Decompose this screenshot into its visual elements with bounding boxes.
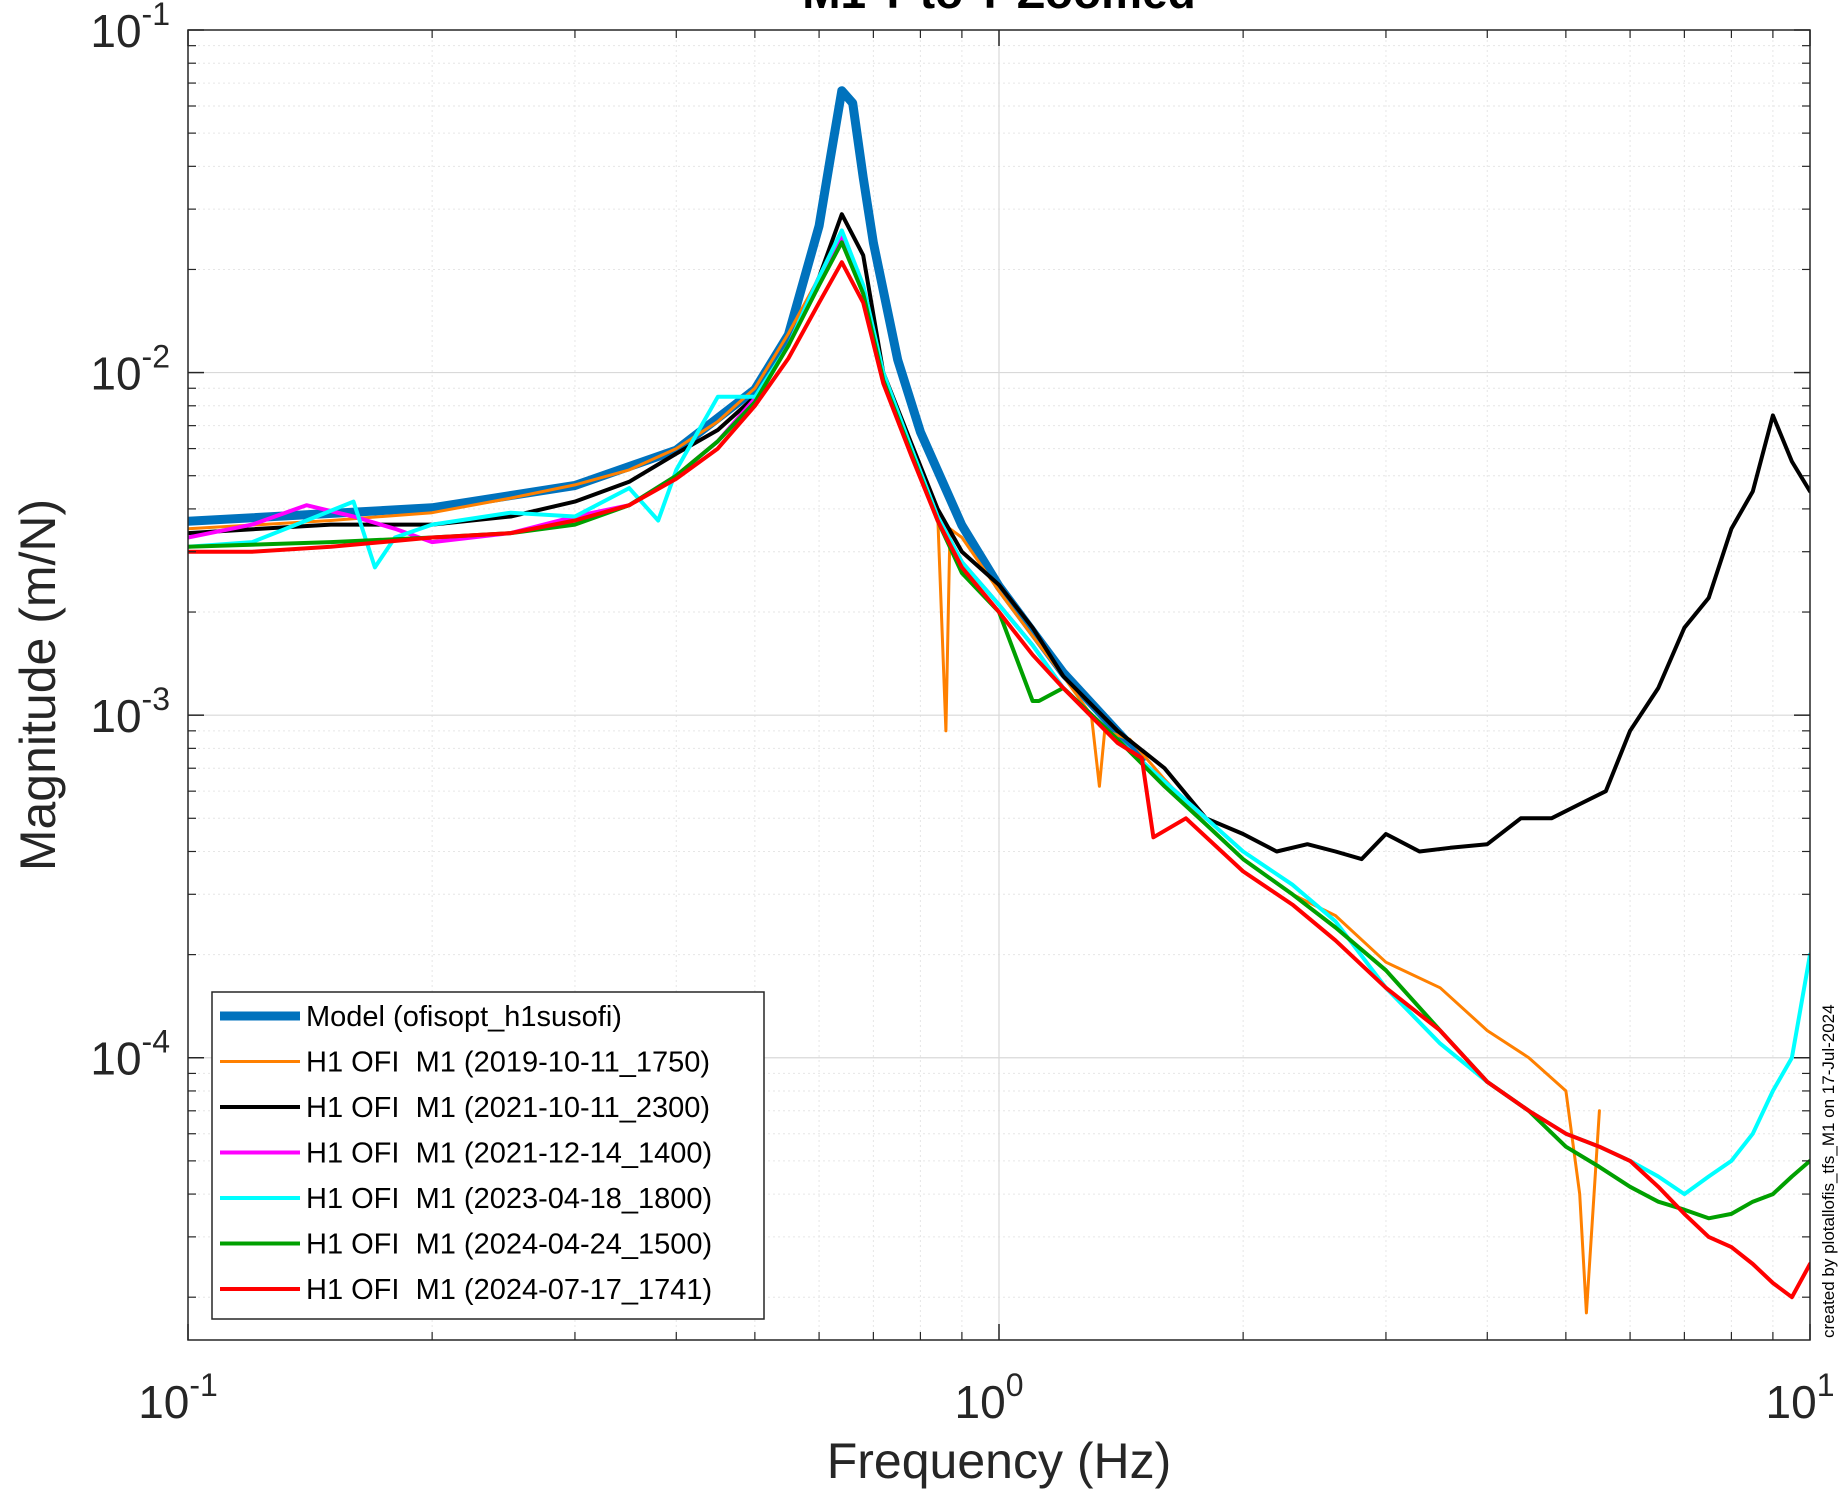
chart-title: M1 T to T Zoomed: [802, 0, 1196, 18]
series-layer: [188, 86, 1810, 1315]
legend-label-1: H1 OFI M1 (2019-10-11_1750): [306, 1047, 710, 1079]
series-line-1: [188, 234, 1601, 1315]
x-tick-label: 101: [1766, 1367, 1835, 1428]
y-tick-label: 10-3: [90, 681, 170, 742]
legend-label-6: H1 OFI M1 (2024-07-17_1741): [306, 1274, 712, 1306]
legend-label-3: H1 OFI M1 (2021-12-14_1400): [306, 1138, 712, 1170]
y-tick-label: 10-1: [90, 0, 170, 57]
tick-marks: [187, 29, 1811, 1340]
x-tick-label: 10-1: [138, 1367, 218, 1428]
y-tick-label: 10-2: [90, 339, 170, 400]
side-note: created by plotallofis_tfs_M1 on 17-Jul-…: [1819, 1004, 1838, 1338]
legend-box: [211, 991, 765, 1320]
y-tick-label: 10-4: [90, 1024, 170, 1085]
legend-label-0: Model (ofisopt_h1susofi): [306, 1001, 622, 1033]
series-line-6: [188, 260, 1810, 1300]
x-tick-label: 100: [955, 1367, 1024, 1428]
y-axis-label: Magnitude (m/N): [10, 499, 66, 871]
x-axis-label: Frequency (Hz): [827, 1433, 1172, 1489]
x-tick-labels: 10-1 100 101: [138, 1367, 1834, 1428]
legend-label-4: H1 OFI M1 (2023-04-18_1800): [306, 1183, 712, 1215]
legend-label-5: H1 OFI M1 (2024-04-24_1500): [306, 1229, 712, 1261]
legend-label-2: H1 OFI M1 (2021-10-11_2300): [306, 1092, 710, 1124]
series-line-4: [188, 228, 1810, 1197]
legend: Model (ofisopt_h1susofi) H1 OFI M1 (2019-…: [211, 991, 765, 1320]
y-tick-labels: 10-1 10-2 10-3 10-4: [90, 0, 170, 1085]
